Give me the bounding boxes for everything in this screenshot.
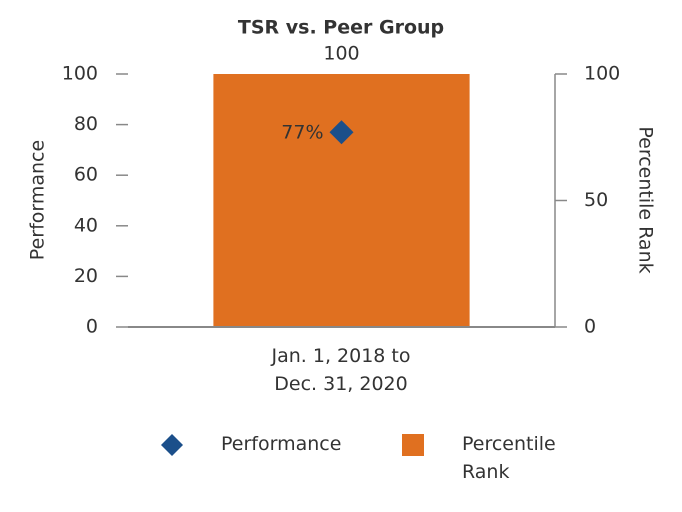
y-tick-label: 20 [74,265,98,287]
x-tick-label: Jan. 1, 2018 to Dec. 31, 2020 [271,345,411,395]
legend-marker [161,434,183,456]
legend-label: Percentile Rank [462,433,556,483]
y2-tick-label: 0 [584,316,596,338]
y-tick-label: 100 [62,63,98,85]
y2-tick-label: 50 [584,189,608,211]
y-tick-label: 40 [74,214,98,236]
point-value-label: 77% [281,122,323,144]
y2-tick-label: 100 [584,63,620,85]
y-tick-label: 80 [74,113,98,135]
legend-marker [402,434,424,456]
bar-value-label: 100 [323,43,359,65]
y-axis-label: Performance [27,140,49,260]
y2-axis-label: Percentile Rank [635,126,657,273]
chart-title: TSR vs. Peer Group [238,17,444,39]
bar [213,74,470,327]
y-tick-label: 0 [86,316,98,338]
y-tick-label: 60 [74,164,98,186]
point [329,120,354,145]
legend-label: Performance [221,433,342,455]
